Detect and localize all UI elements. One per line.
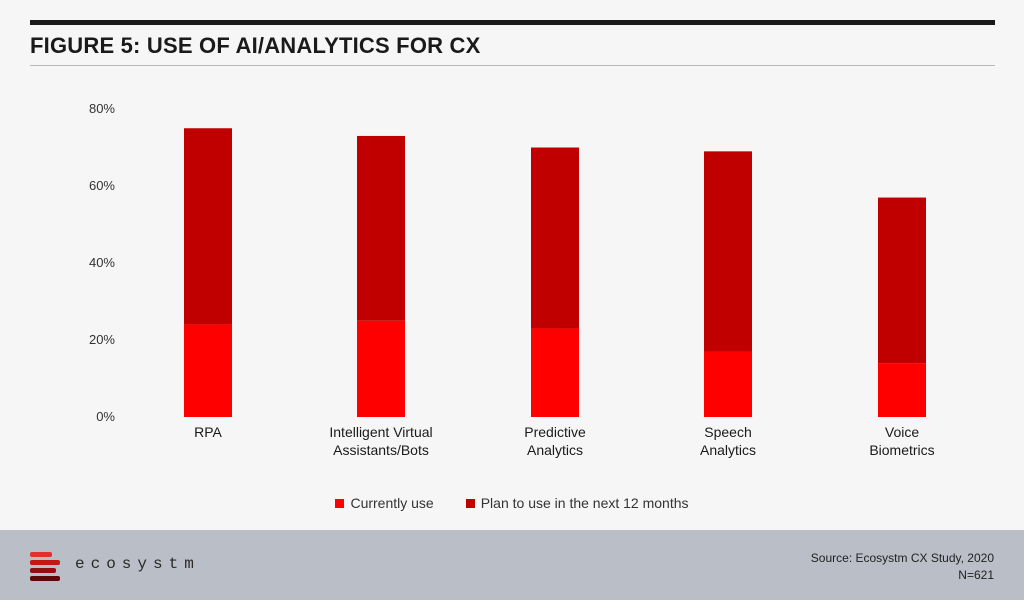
y-tick-label: 20%	[89, 332, 115, 347]
x-axis: RPA Intelligent Virtual Assistants/Bots Pre…	[194, 424, 935, 458]
x-category-label: RPA	[194, 424, 222, 440]
x-category-label: Voice	[885, 424, 919, 440]
footer: ecosystm Source: Ecosystm CX Study, 2020…	[0, 530, 1024, 600]
legend-label-plan: Plan to use in the next 12 months	[480, 495, 689, 511]
bar-segment-currently	[357, 320, 405, 417]
y-tick-label: 60%	[89, 178, 115, 193]
x-category-label: Assistants/Bots	[333, 442, 429, 458]
bar-segment-plan	[357, 135, 405, 321]
bar-segment-currently	[184, 324, 232, 417]
bar-chart: 0% 20% 40% 60% 80% RPA Intelligent Virtual Ass…	[89, 101, 935, 458]
legend-item-plan: Plan to use in the next 12 months	[465, 495, 689, 511]
bar-segment-plan	[704, 151, 752, 352]
y-tick-label: 40%	[89, 255, 115, 270]
bar-segment-currently	[704, 351, 752, 417]
sample-size: N=621	[958, 568, 994, 582]
bar-segment-currently	[531, 328, 579, 417]
bar-segment-plan	[531, 147, 579, 329]
top-rule	[30, 20, 995, 25]
x-category-label: Speech	[704, 424, 751, 440]
y-tick-label: 80%	[89, 101, 115, 116]
ecosystm-logo-icon	[30, 550, 62, 582]
x-category-label: Biometrics	[869, 442, 934, 458]
title-divider	[30, 65, 995, 66]
x-category-label: Analytics	[527, 442, 583, 458]
legend-swatch-currently	[335, 498, 345, 508]
legend: Currently use Plan to use in the next 12…	[0, 495, 1024, 511]
legend-swatch-plan	[465, 498, 475, 508]
x-category-label: Predictive	[524, 424, 586, 440]
x-category-label: Intelligent Virtual	[329, 424, 432, 440]
bar-segment-plan	[878, 197, 926, 364]
legend-item-currently: Currently use	[335, 495, 434, 511]
y-axis: 0% 20% 40% 60% 80%	[89, 101, 115, 424]
brand-name: ecosystm	[75, 555, 200, 573]
chart-title: FIGURE 5: USE OF AI/ANALYTICS FOR CX	[30, 33, 481, 58]
bar-segment-currently	[878, 363, 926, 417]
x-category-label: Analytics	[700, 442, 756, 458]
legend-label-currently: Currently use	[350, 495, 434, 511]
source-text: Source: Ecosystm CX Study, 2020	[810, 551, 994, 565]
bar-group	[184, 128, 926, 417]
bar-segment-plan	[184, 128, 232, 325]
source-note: Source: Ecosystm CX Study, 2020 N=621	[811, 550, 994, 584]
y-tick-label: 0%	[96, 409, 115, 424]
